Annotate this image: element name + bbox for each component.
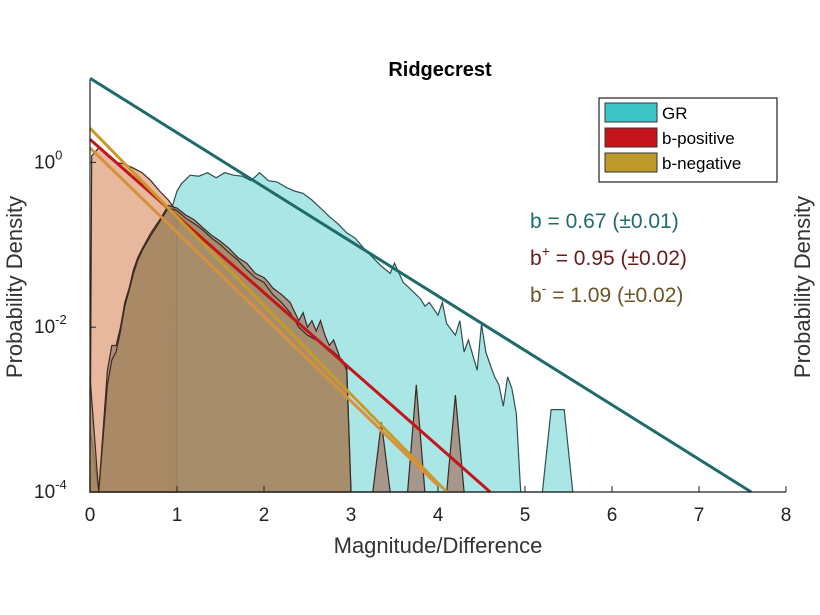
- right-y-axis-label: Probability Density: [790, 196, 815, 378]
- x-tick-label: 0: [85, 505, 96, 526]
- x-tick-label: 8: [781, 505, 792, 526]
- b-value-annotation: b = 0.67 (±0.01): [530, 210, 679, 233]
- histogram-areas: [89, 147, 574, 493]
- legend-swatch-gr: [604, 102, 658, 123]
- y-tick-label: 10-2: [34, 312, 67, 338]
- x-tick-label: 7: [694, 505, 705, 526]
- legend: GR b-positive b-negative: [598, 97, 778, 183]
- b-value-annotation: b- = 1.09 (±0.02): [530, 280, 683, 307]
- x-tick-label: 2: [259, 505, 270, 526]
- x-tick-label: 6: [607, 505, 618, 526]
- legend-label-gr: GR: [662, 104, 688, 123]
- chart-title: Ridgecrest: [388, 59, 492, 81]
- y-tick-label: 10-4: [34, 477, 67, 503]
- b-value-annotation: b+ = 0.95 (±0.02): [530, 243, 687, 270]
- gr-fit-line: [89, 76, 752, 494]
- b-negative-fit-line: [88, 127, 448, 494]
- legend-swatch-b-positive: [604, 127, 658, 148]
- x-tick-label: 5: [520, 505, 531, 526]
- x-tick-label: 1: [172, 505, 183, 526]
- tick-labels: 0 1 2 3 4 5 6 7 8 100 10-2 10-4: [34, 147, 791, 526]
- y-axis-label: Probability Density: [2, 196, 27, 378]
- legend-swatch-b-negative: [604, 152, 658, 173]
- legend-label-b-positive: b-positive: [662, 129, 735, 148]
- x-tick-label: 3: [346, 505, 357, 526]
- b-value-annotations: b = 0.67 (±0.01) b+ = 0.95 (±0.02) b- = 1.…: [530, 210, 687, 307]
- fit-lines: [88, 76, 752, 494]
- b-negative-fit-2-line: [88, 146, 440, 487]
- x-tick-label: 4: [433, 505, 444, 526]
- y-tick-label: 100: [34, 147, 62, 173]
- legend-label-b-negative: b-negative: [662, 154, 741, 173]
- x-axis-label: Magnitude/Difference: [334, 533, 543, 558]
